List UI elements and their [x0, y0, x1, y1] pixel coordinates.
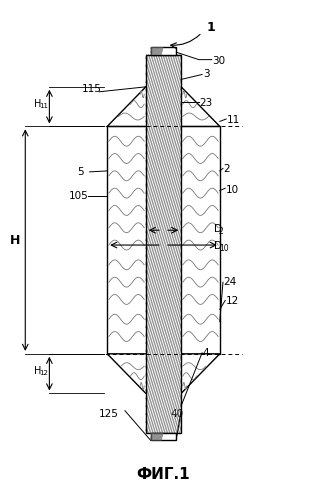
Text: 11: 11: [40, 103, 48, 109]
Text: 24: 24: [224, 277, 237, 287]
Text: 2: 2: [224, 164, 230, 174]
Text: ФИГ.1: ФИГ.1: [137, 468, 190, 482]
Text: 105: 105: [69, 190, 88, 200]
Text: H: H: [10, 234, 20, 246]
Text: 5: 5: [77, 167, 83, 177]
Bar: [146, 54, 181, 433]
Polygon shape: [107, 87, 220, 126]
Text: 4: 4: [203, 348, 209, 358]
Text: 125: 125: [99, 409, 119, 419]
Text: 3: 3: [203, 69, 209, 79]
Text: 12: 12: [226, 296, 239, 306]
Text: H: H: [34, 366, 42, 376]
Text: 30: 30: [212, 56, 226, 66]
Text: 10: 10: [219, 244, 229, 252]
Text: D: D: [214, 241, 222, 251]
Text: 115: 115: [81, 84, 101, 94]
Bar: [107, 126, 220, 354]
Text: 40: 40: [171, 409, 184, 419]
Polygon shape: [107, 354, 220, 394]
Text: 10: 10: [226, 184, 239, 194]
Bar: [146, 54, 181, 433]
Bar: [151, 433, 176, 440]
Text: 11: 11: [227, 115, 240, 125]
Text: 23: 23: [199, 98, 213, 108]
Text: 1: 1: [207, 21, 215, 34]
Bar: [151, 48, 176, 54]
Text: 2: 2: [219, 226, 224, 235]
Text: H: H: [34, 99, 42, 109]
Text: 12: 12: [40, 370, 48, 376]
Text: D: D: [214, 224, 222, 234]
